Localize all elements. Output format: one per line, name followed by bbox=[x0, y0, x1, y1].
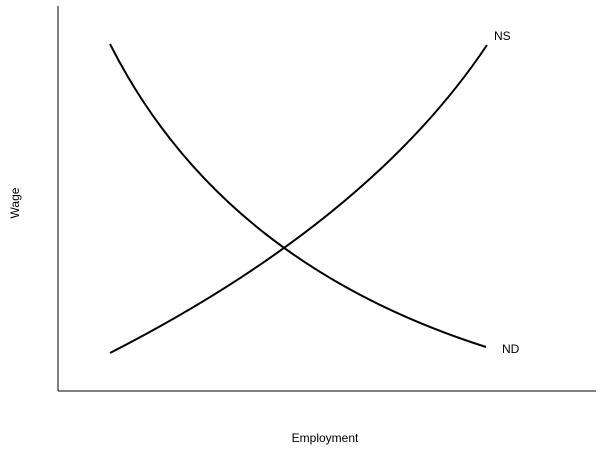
demand-curve-label: ND bbox=[502, 342, 520, 356]
x-axis-label: Employment bbox=[292, 431, 359, 445]
supply-curve-label: NS bbox=[494, 29, 511, 43]
supply-curve bbox=[109, 44, 488, 354]
demand-curve bbox=[109, 43, 487, 348]
y-axis-label: Wage bbox=[8, 187, 22, 218]
